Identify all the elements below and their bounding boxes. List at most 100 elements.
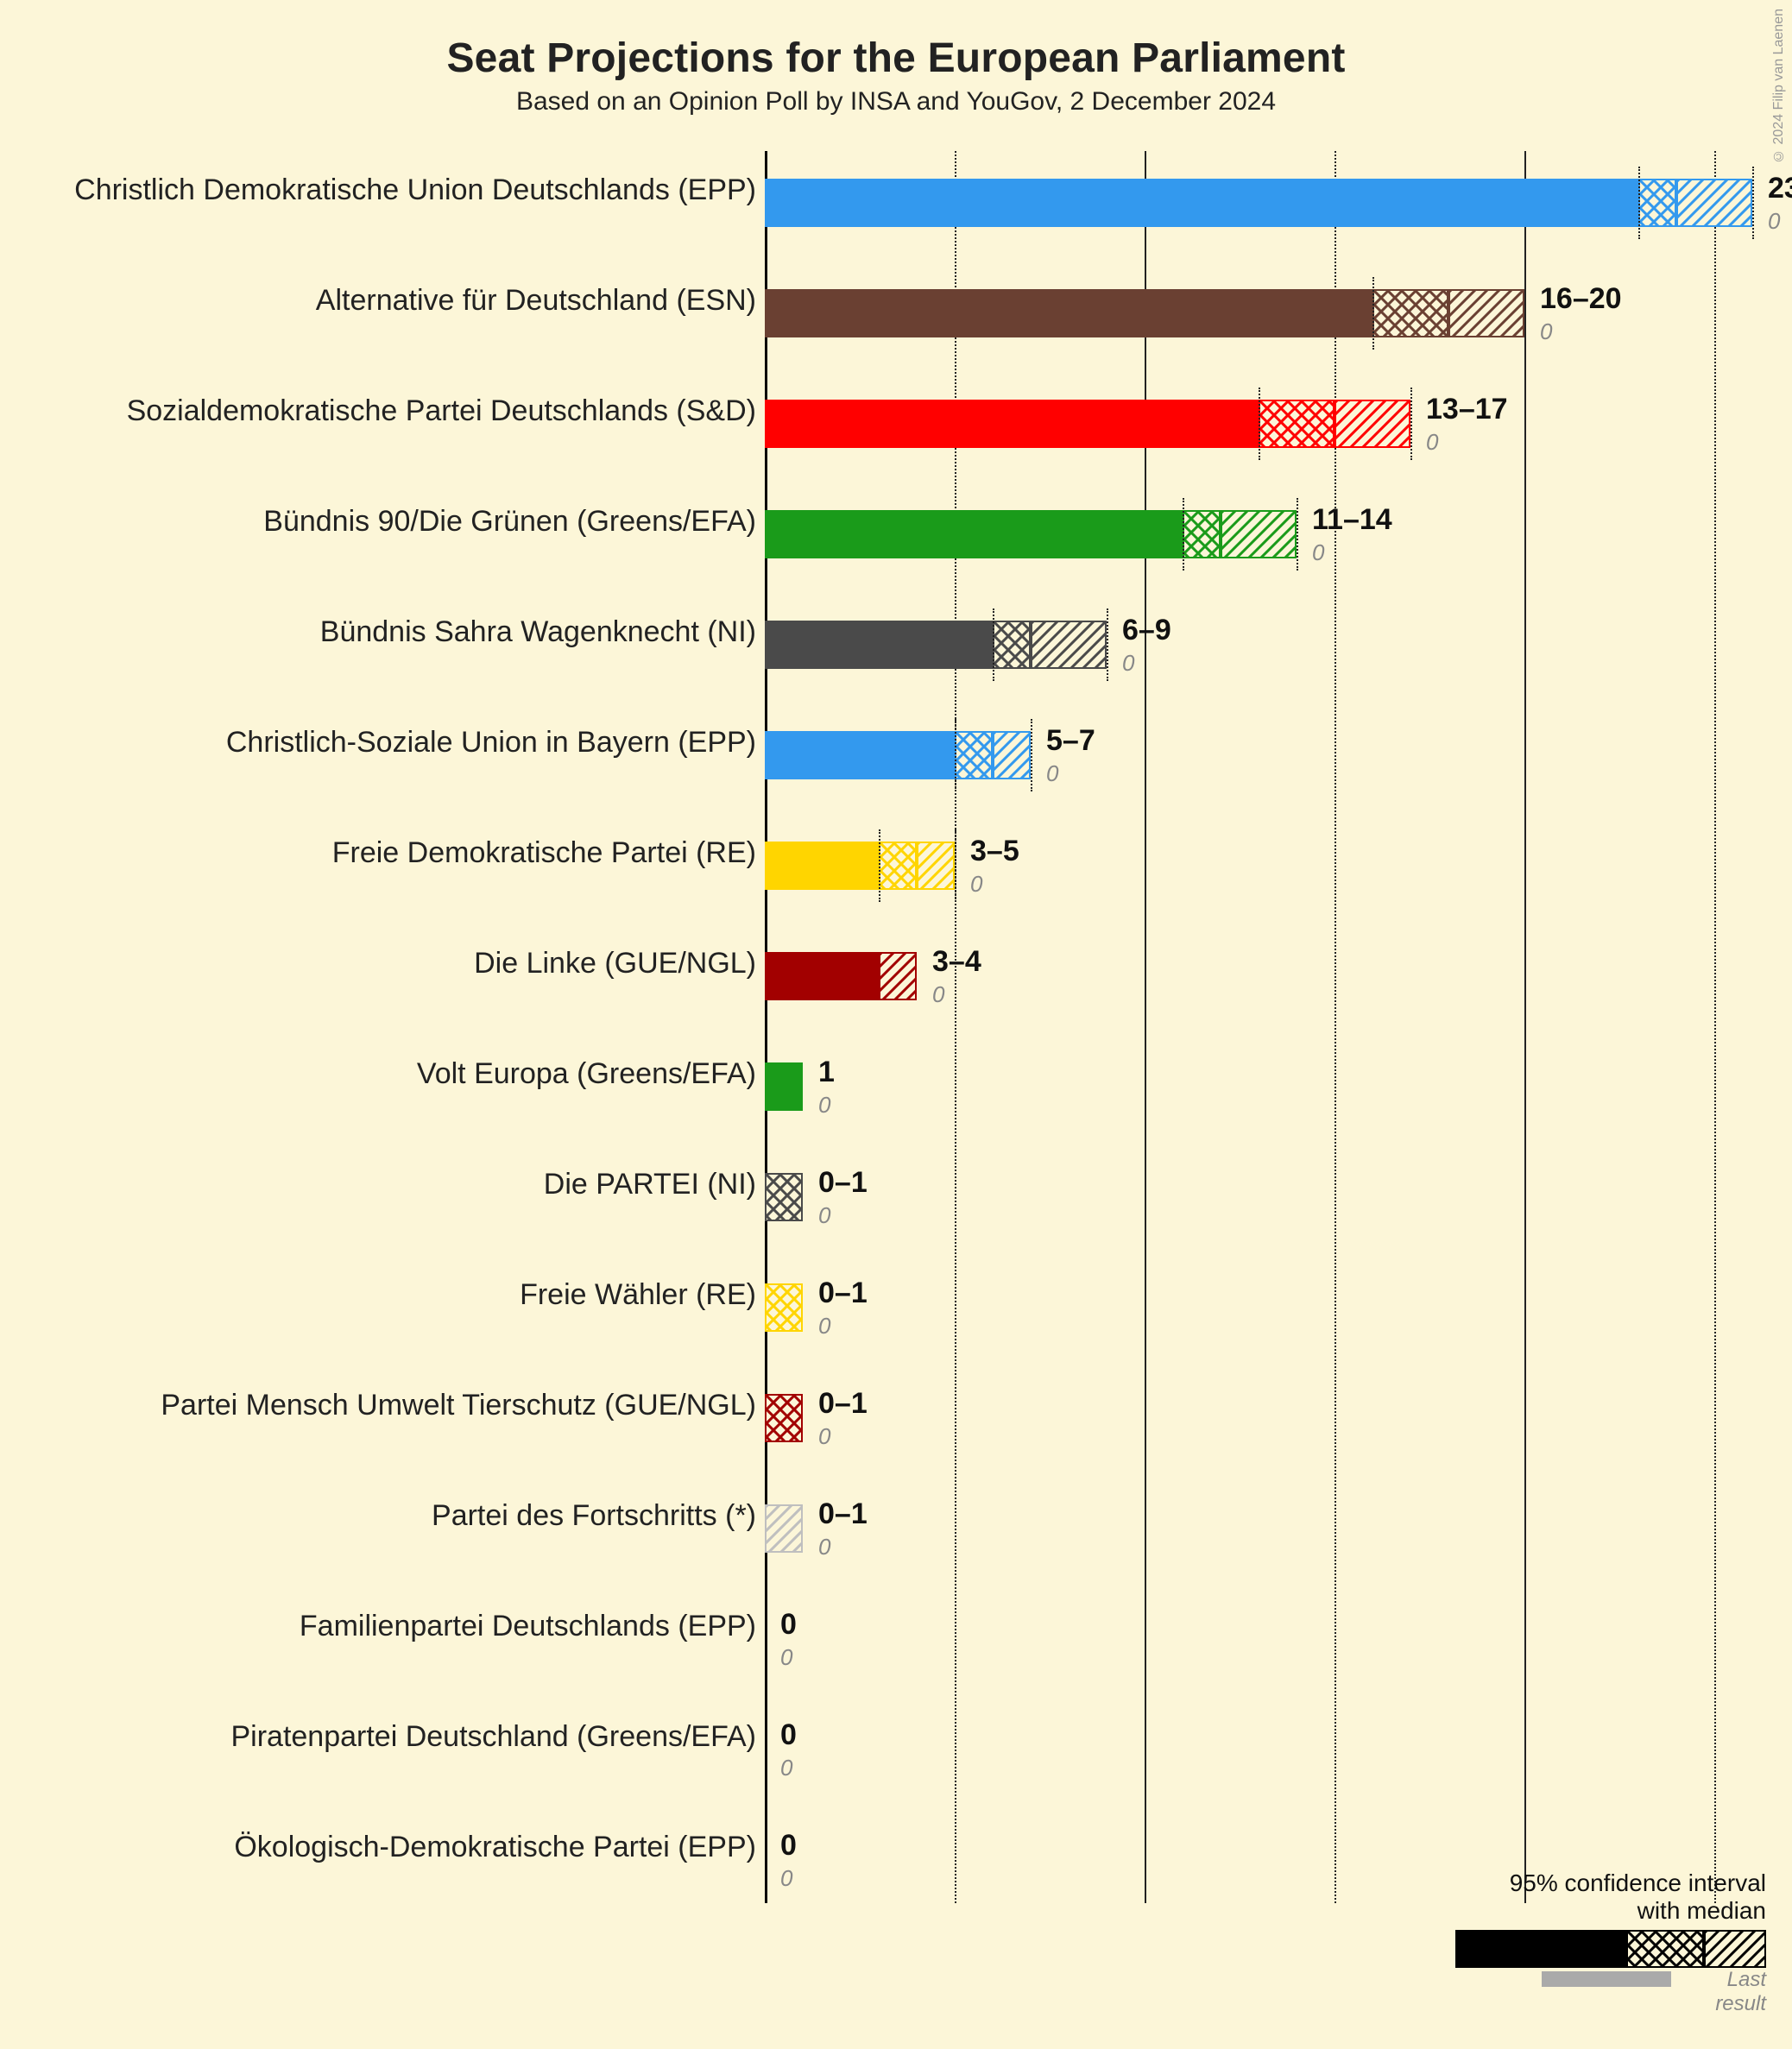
last-result-label: 0 [780,1755,792,1781]
seat-range-label: 0–1 [818,1387,868,1421]
bar-solid [765,289,1372,337]
seat-projection-chart: Christlich Demokratische Union Deutschla… [0,142,1792,1955]
seat-range-label: 3–5 [970,835,1019,868]
bar-diaghatch [765,1173,803,1221]
party-label: Freie Wähler (RE) [520,1278,756,1312]
legend: 95% confidence interval with median Last… [1455,1869,1766,1989]
party-row: Die Linke (GUE/NGL)3–40 [0,924,1792,1035]
ci-tick [1259,388,1260,460]
legend-last-text: Last result [1680,1968,1766,2016]
bar-diaghatch [879,952,917,1000]
ci-tick [955,829,956,902]
last-result-label: 0 [818,1423,830,1450]
party-row: Bündnis Sahra Wagenknecht (NI) 6–9 0 [0,593,1792,703]
bar-solid [765,179,1638,227]
legend-last: Last result [1542,1971,1766,1989]
seat-range-label: 11–14 [1312,503,1392,537]
last-result-label: 0 [818,1092,830,1119]
party-label: Freie Demokratische Partei (RE) [332,836,756,870]
last-result-label: 0 [932,981,944,1008]
bar-solid [765,400,1259,448]
party-label: Sozialdemokratische Partei Deutschlands … [127,394,756,428]
seat-range-label: 5–7 [1046,724,1095,758]
party-label: Partei des Fortschritts (*) [432,1499,756,1533]
party-row: Partei des Fortschritts (*)0–10 [0,1477,1792,1587]
ci-tick [1297,498,1298,571]
party-row: Partei Mensch Umwelt Tierschutz (GUE/NGL… [0,1366,1792,1477]
bar-solid [765,731,955,779]
bar-diaghatch [1031,621,1107,669]
plot-area: Christlich Demokratische Union Deutschla… [0,142,1792,1955]
bar-crosshatch [1259,400,1335,448]
party-row: Piratenpartei Deutschland (Greens/EFA)00 [0,1698,1792,1808]
bar-crosshatch [879,842,917,890]
copyright-text: © 2024 Filip van Laenen [1771,9,1787,163]
bar-crosshatch [1638,179,1676,227]
legend-diag-segment [1704,1930,1766,1968]
ci-tick [1752,167,1754,239]
chart-title: Seat Projections for the European Parlia… [0,35,1792,82]
party-row: Bündnis 90/Die Grünen (Greens/EFA)11–140 [0,482,1792,593]
seat-range-label: 6–9 [1122,614,1171,647]
last-result-label: 0 [1046,760,1058,787]
bar-crosshatch [1372,289,1448,337]
party-row: Alternative für Deutschland (ESN) 16–200 [0,262,1792,372]
party-label: Familienpartei Deutschlands (EPP) [300,1610,756,1643]
last-result-label: 0 [780,1865,792,1892]
ci-tick [1638,167,1640,239]
seat-range-label: 13–17 [1426,393,1508,426]
ci-tick [1524,277,1526,350]
last-result-label: 0 [970,871,982,898]
seat-range-label: 0–1 [818,1277,868,1310]
legend-line2: with median [1637,1897,1766,1924]
party-label: Bündnis Sahra Wagenknecht (NI) [320,615,756,649]
bar-diaghatch [1676,179,1752,227]
bar-solid [765,621,993,669]
bar-diaghatch [765,1394,803,1442]
bar-crosshatch [1183,510,1221,558]
bar-diaghatch [917,842,955,890]
ci-tick [993,608,994,681]
bar-diaghatch [765,1504,803,1553]
seat-range-label: 3–4 [932,945,981,979]
last-result-label: 0 [1122,650,1134,677]
ci-tick [1183,498,1184,571]
last-result-label: 0 [1312,539,1324,566]
seat-range-label: 0 [780,1829,797,1863]
bar-crosshatch [955,731,993,779]
ci-tick [955,719,956,791]
bar-diaghatch [1448,289,1524,337]
party-label: Alternative für Deutschland (ESN) [316,284,756,318]
legend-solid-segment [1455,1930,1626,1968]
last-result-label: 0 [1540,318,1552,345]
party-row: Christlich-Soziale Union in Bayern (EPP)… [0,703,1792,814]
seat-range-label: 16–20 [1540,282,1622,316]
party-row: Freie Wähler (RE)0–10 [0,1256,1792,1366]
legend-line1: 95% confidence interval [1510,1869,1766,1896]
bar-diaghatch [765,1283,803,1332]
seat-range-label: 0–1 [818,1166,868,1200]
ci-tick [879,829,880,902]
last-result-label: 0 [818,1202,830,1229]
last-result-label: 0 [780,1644,792,1671]
legend-title: 95% confidence interval with median [1455,1869,1766,1925]
party-label: Volt Europa (Greens/EFA) [417,1057,756,1091]
party-row: Familienpartei Deutschlands (EPP)00 [0,1587,1792,1698]
seat-range-label: 0 [780,1718,797,1752]
last-result-label: 0 [818,1534,830,1560]
party-label: Ökologisch-Demokratische Partei (EPP) [234,1831,756,1864]
bar-crosshatch [993,621,1031,669]
last-result-label: 0 [1426,429,1438,456]
seat-range-label: 1 [818,1056,835,1089]
party-label: Christlich Demokratische Union Deutschla… [74,173,756,207]
legend-last-bar [1542,1971,1671,1987]
ci-tick [1107,608,1108,681]
party-row: Volt Europa (Greens/EFA) 1 0 [0,1035,1792,1145]
page: © 2024 Filip van Laenen Seat Projections… [0,0,1792,2049]
bar-diaghatch [993,731,1031,779]
bar-solid [765,1062,803,1111]
bar-solid [765,952,879,1000]
party-row: Die PARTEI (NI)0–10 [0,1145,1792,1256]
party-row: Christlich Demokratische Union Deutschla… [0,151,1792,262]
legend-bar [1455,1930,1766,1968]
